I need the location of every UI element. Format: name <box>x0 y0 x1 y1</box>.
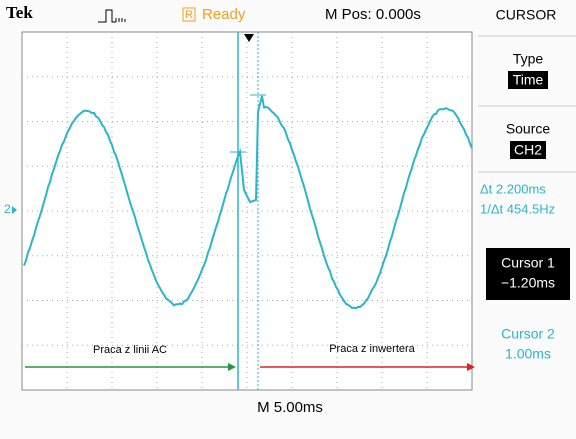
cursor2-label[interactable]: Cursor 2 <box>501 326 555 342</box>
status-mode: R <box>185 9 193 21</box>
cursor1-label[interactable]: Cursor 1 <box>501 255 555 271</box>
menu-label[interactable]: Source <box>506 121 551 137</box>
position: M Pos: 0.000s <box>325 6 421 23</box>
menu-title: CURSOR <box>496 7 557 23</box>
menu-value[interactable]: Time <box>513 72 544 88</box>
channel-marker: 2 <box>4 202 11 216</box>
cursor2-value[interactable]: 1.00ms <box>505 346 551 362</box>
status: Ready <box>202 6 246 23</box>
scope-screen: Tek R Ready M Pos: 0.000s CURSOR Type Ti… <box>0 0 576 439</box>
delta-time: Δt 2.200ms <box>480 181 546 196</box>
menu-label[interactable]: Type <box>513 51 544 67</box>
annotation: Praca z inwertera <box>329 343 415 355</box>
annotation: Praca z linii AC <box>93 344 167 356</box>
brand: Tek <box>6 3 33 22</box>
timebase: M 5.00ms <box>257 399 323 416</box>
page: Tek R Ready M Pos: 0.000s CURSOR Type Ti… <box>0 0 576 439</box>
delta-freq: 1/Δt 454.5Hz <box>480 201 555 216</box>
menu-value[interactable]: CH2 <box>514 142 542 158</box>
cursor1-value[interactable]: −1.20ms <box>501 275 555 291</box>
